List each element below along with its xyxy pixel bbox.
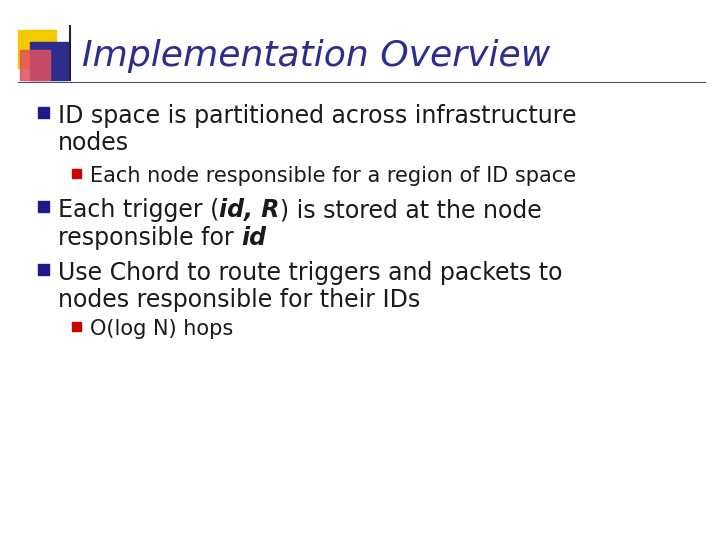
Text: O(log N) hops: O(log N) hops bbox=[90, 319, 233, 339]
Bar bbox=[30, 42, 68, 80]
Text: responsible for: responsible for bbox=[58, 226, 241, 249]
Bar bbox=[38, 264, 49, 275]
Text: Use Chord to route triggers and packets to: Use Chord to route triggers and packets … bbox=[58, 261, 562, 285]
Bar bbox=[38, 201, 49, 212]
Text: id: id bbox=[241, 226, 266, 249]
Text: Each node responsible for a region of ID space: Each node responsible for a region of ID… bbox=[90, 166, 576, 186]
Text: id, R: id, R bbox=[220, 198, 280, 222]
Text: nodes: nodes bbox=[58, 131, 129, 155]
Text: ID space is partitioned across infrastructure: ID space is partitioned across infrastru… bbox=[58, 104, 577, 128]
Bar bbox=[20, 50, 50, 80]
Bar bbox=[18, 30, 56, 68]
Text: Each trigger (: Each trigger ( bbox=[58, 198, 220, 222]
Bar bbox=[72, 322, 81, 331]
Text: ) is stored at the node: ) is stored at the node bbox=[280, 198, 541, 222]
Text: Implementation Overview: Implementation Overview bbox=[82, 39, 550, 73]
Bar bbox=[38, 107, 49, 118]
Text: nodes responsible for their IDs: nodes responsible for their IDs bbox=[58, 288, 420, 312]
Bar bbox=[72, 170, 81, 178]
